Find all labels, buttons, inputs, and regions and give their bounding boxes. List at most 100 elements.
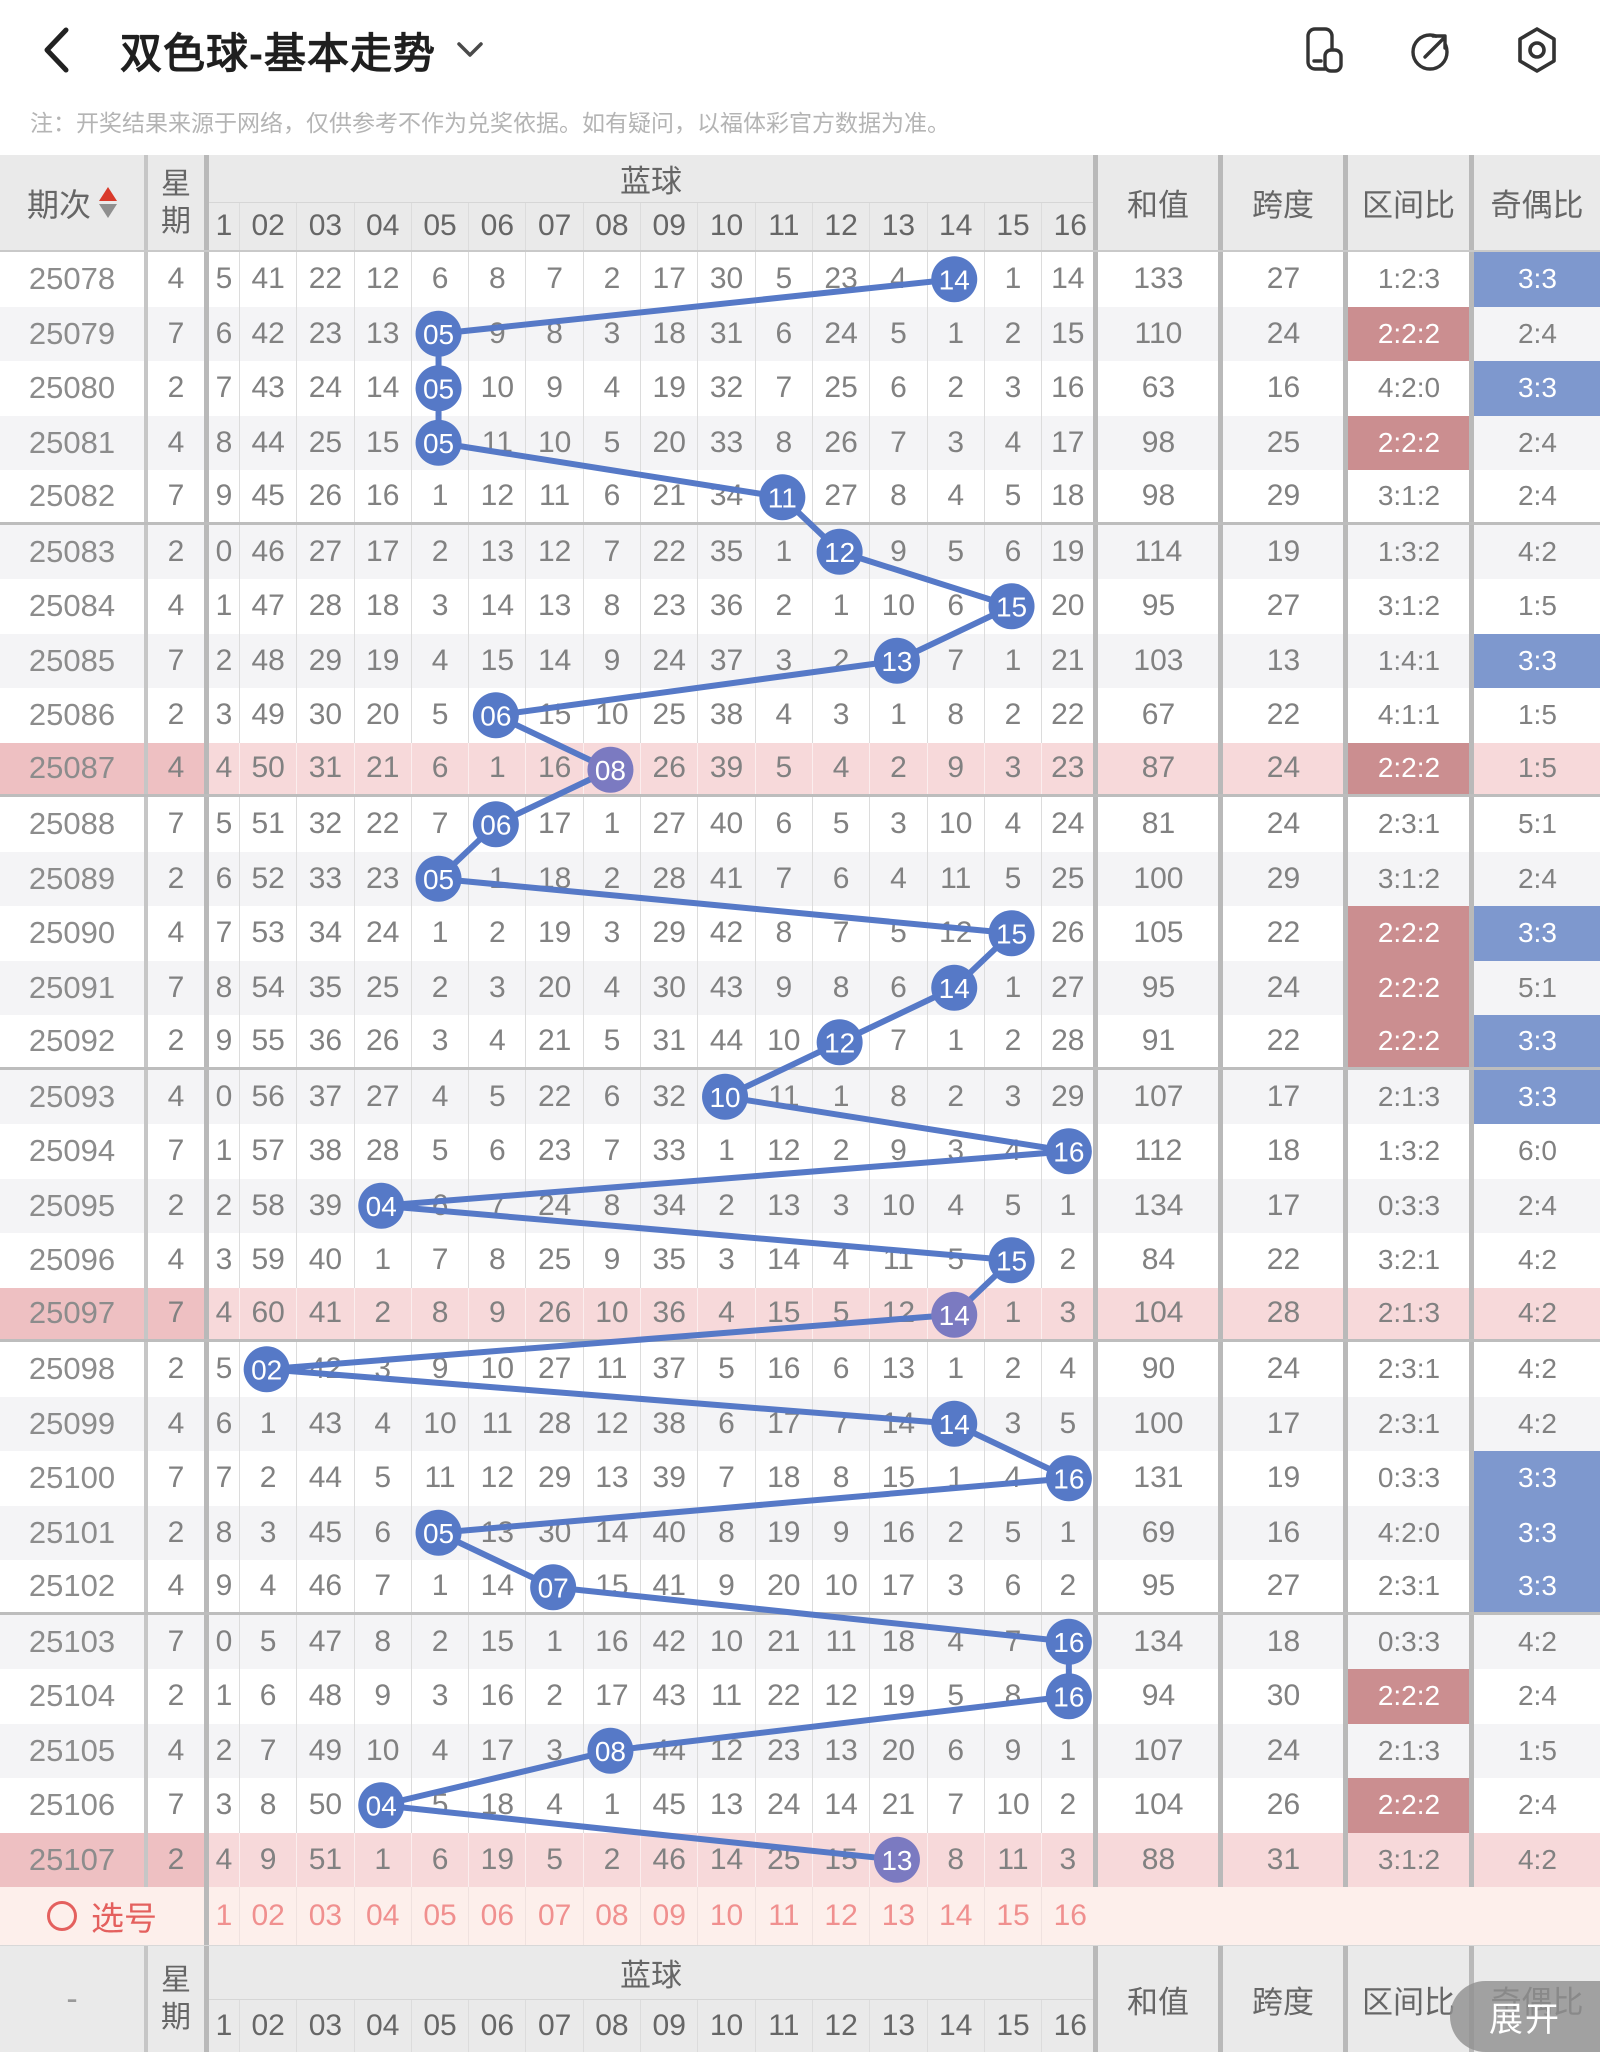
ball-cell-05: 3 xyxy=(410,1669,468,1724)
table-row-25094: 25094 7 1 57 38 28 5 6 23 7 33 1 12 2 9 3 4 112 18 1:3:2 6:0 xyxy=(0,1124,1600,1179)
ball-cell-06: 16 xyxy=(468,1669,525,1724)
ball-column-14[interactable]: 14 xyxy=(926,1887,984,1945)
ball-cell-07: 9 xyxy=(525,361,582,416)
table-row-25081: 25081 4 8 44 25 15 11 10 5 20 33 8 26 7 3 4 17 98 25 2:2:2 2… xyxy=(0,415,1600,470)
ball-cell-04: 15 xyxy=(353,415,411,470)
ball-cell-06: 11 xyxy=(468,1396,525,1451)
ball-column-1[interactable]: 1 xyxy=(215,1899,233,1932)
odd-even-cell: 2:4 xyxy=(1517,426,1557,458)
chevron-down-icon[interactable] xyxy=(456,41,484,59)
header-period-sort[interactable]: 期次 xyxy=(0,155,148,250)
ball-cell-16: 27 xyxy=(1041,960,1099,1015)
zone-ratio-cell: 2:2:2 xyxy=(1348,306,1475,361)
sum-cell: 95 xyxy=(1098,579,1224,634)
ball-cell-1: 3 xyxy=(215,1243,233,1277)
ball-cell-03: 35 xyxy=(296,960,353,1015)
zone-ratio-cell: 2:2:2 xyxy=(1348,1669,1475,1724)
ball-cell-04 xyxy=(353,1778,411,1833)
ball-cell-07: 12 xyxy=(525,524,582,579)
ball-column-07[interactable]: 07 xyxy=(525,1887,582,1945)
ball-cell-05: 4 xyxy=(410,1069,468,1124)
ball-column-04[interactable]: 04 xyxy=(353,1887,411,1945)
odd-even-cell: 3:3 xyxy=(1474,1069,1600,1124)
ball-cell-04: 6 xyxy=(353,1505,411,1560)
ball-column-06: 06 xyxy=(468,2000,525,2052)
ball-cell-13: 10 xyxy=(869,579,926,634)
ball-cell-11: 3 xyxy=(754,633,812,688)
ball-column-05[interactable]: 05 xyxy=(410,1887,468,1945)
ball-cell-06: 9 xyxy=(468,306,525,361)
ball-cell-11: 22 xyxy=(754,1669,812,1724)
period-cell: 25107 xyxy=(0,1832,148,1887)
ball-column-09[interactable]: 09 xyxy=(640,1887,697,1945)
ball-cell-10: 32 xyxy=(697,361,754,416)
ball-column-08[interactable]: 08 xyxy=(582,1887,640,1945)
ball-cell-04 xyxy=(353,1178,411,1233)
ball-cell-1: 7 xyxy=(215,371,233,405)
ball-column-11[interactable]: 11 xyxy=(754,1887,812,1945)
ball-cell-07: 30 xyxy=(525,1505,582,1560)
sum-cell: 133 xyxy=(1098,252,1224,307)
ball-cell-03: 51 xyxy=(296,1832,353,1887)
ball-column-12[interactable]: 12 xyxy=(811,1887,869,1945)
ball-column-06[interactable]: 06 xyxy=(468,1887,525,1945)
span-cell: 24 xyxy=(1223,960,1349,1015)
ball-cell-05: 1 xyxy=(410,470,468,522)
week-cell: 2 xyxy=(148,1832,209,1887)
ball-cell-10: 5 xyxy=(697,1342,754,1397)
ball-cell-03: 26 xyxy=(296,470,353,522)
ball-cell-09: 46 xyxy=(640,1832,697,1887)
ball-cell-10: 30 xyxy=(697,252,754,307)
ball-cell-10: 43 xyxy=(697,960,754,1015)
span-cell: 16 xyxy=(1223,361,1349,416)
ball-cell-05: 6 xyxy=(410,252,468,307)
ball-cell-14: 5 xyxy=(926,524,984,579)
ball-cell-16: 20 xyxy=(1041,579,1099,634)
ball-cell-14: 8 xyxy=(926,1832,984,1887)
ball-cell-04: 26 xyxy=(353,1015,411,1067)
share-icon[interactable] xyxy=(1406,24,1456,76)
expand-button[interactable]: 展开 xyxy=(1450,1981,1600,2052)
ball-cell-03: 28 xyxy=(296,579,353,634)
ball-cell-11 xyxy=(754,470,812,522)
ball-cell-10: 31 xyxy=(697,306,754,361)
ball-cell-1: 7 xyxy=(215,1461,233,1495)
ball-cell-13: 3 xyxy=(869,797,926,852)
ball-cell-10: 42 xyxy=(697,906,754,961)
odd-even-cell: 6:0 xyxy=(1517,1135,1557,1167)
week-cell: 7 xyxy=(148,633,209,688)
ball-cell-15: 7 xyxy=(983,1614,1041,1669)
ball-cell-02: 2 xyxy=(239,1451,296,1506)
ball-cell-13: 7 xyxy=(869,415,926,470)
sum-cell: 90 xyxy=(1098,1342,1224,1397)
span-cell: 27 xyxy=(1223,1560,1349,1612)
ball-cell-11: 7 xyxy=(754,361,812,416)
table-header: 期次 星 期 蓝球 1 02 03 04 05 06 07 08 09 10 11 12 13 14 15 1… xyxy=(0,155,1600,252)
ball-cell-08: 2 xyxy=(582,851,640,906)
ball-column-10[interactable]: 10 xyxy=(697,1887,754,1945)
ball-cell-05: 9 xyxy=(410,1342,468,1397)
ball-cell-13: 2 xyxy=(869,742,926,794)
ball-cell-1: 9 xyxy=(215,478,233,512)
ball-cell-03: 39 xyxy=(296,1178,353,1233)
ball-cell-02: 52 xyxy=(239,851,296,906)
ball-column-03[interactable]: 03 xyxy=(296,1887,353,1945)
ball-cell-06: 14 xyxy=(468,579,525,634)
ball-cell-05: 1 xyxy=(410,906,468,961)
ball-column-02[interactable]: 02 xyxy=(239,1887,296,1945)
table-row-25104: 25104 2 1 6 48 9 3 16 2 17 43 11 22 12 19 5 8 94 30 2:2:2 2:… xyxy=(0,1669,1600,1724)
sum-cell: 104 xyxy=(1098,1287,1224,1339)
ball-cell-03: 40 xyxy=(296,1233,353,1288)
ball-cell-06: 4 xyxy=(468,1015,525,1067)
screen-rotate-icon[interactable] xyxy=(1300,24,1350,76)
back-icon[interactable] xyxy=(38,22,78,78)
ball-column-13[interactable]: 13 xyxy=(869,1887,926,1945)
span-cell: 17 xyxy=(1223,1396,1349,1451)
ball-column-16[interactable]: 16 xyxy=(1041,1887,1098,1945)
footer-week-top: 星 xyxy=(161,1964,191,1997)
ball-cell-12 xyxy=(811,1015,869,1067)
ball-column-15[interactable]: 15 xyxy=(983,1887,1041,1945)
settings-icon[interactable] xyxy=(1512,24,1562,76)
ball-cell-10: 40 xyxy=(697,797,754,852)
ball-cell-13: 1 xyxy=(869,688,926,743)
